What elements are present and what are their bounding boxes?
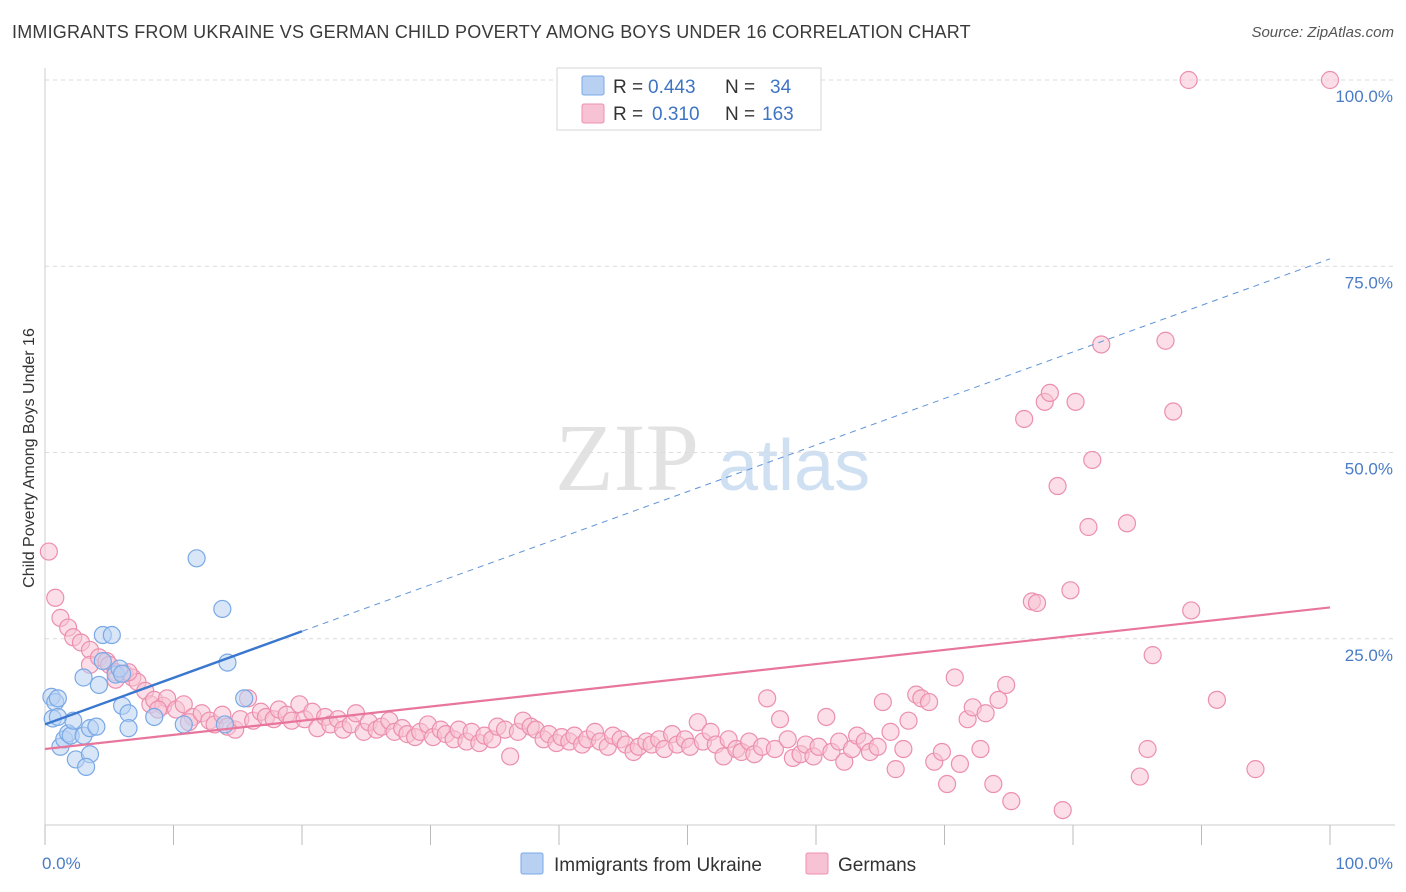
germans-point [937,774,957,794]
germans-point [778,730,797,749]
watermark-atlas: atlas [718,426,870,506]
germans-point [881,722,900,741]
germans-point [976,704,995,723]
germans-point [1002,792,1021,811]
germans-point [1027,593,1047,613]
ukraine-point [87,717,106,736]
y-tick-label: 25.0% [1345,646,1393,665]
legend-germans-swatch [805,852,829,875]
germans-n-value: 163 [762,104,794,125]
germans-point [932,742,952,762]
watermark-zip: ZIP [555,404,699,511]
germans-point [899,711,918,730]
germans-point [1164,402,1183,421]
y-tick-label: 50.0% [1345,460,1393,479]
germans-point [1320,70,1340,90]
ukraine-point [93,651,112,671]
ukraine-r-label: R = [613,77,643,98]
ukraine-r-value: 0.443 [648,77,696,98]
germans-point [770,710,790,729]
germans-point [46,588,65,607]
y-tick-label: 100.0% [1335,87,1393,106]
germans-trend-line [44,606,1331,751]
germans-point [817,707,836,727]
germans-point [868,737,887,756]
germans-point [174,695,193,714]
germans-point [1179,70,1198,90]
germans-point [984,774,1003,794]
x-tick-label: 0.0% [42,854,81,873]
ukraine-n-value: 34 [770,77,792,98]
germans-r-value: 0.310 [652,104,700,125]
legend-germans-label: Germans [838,855,916,876]
ukraine-swatch [581,75,605,96]
germans-point [1079,517,1098,537]
germans-n-label: N = [725,104,755,125]
data-points [39,70,1340,820]
ukraine-n-label: N = [725,77,755,98]
ukraine-point [235,689,254,708]
germans-point [1246,760,1265,779]
source-label: Source: ZipAtlas.com [1251,24,1394,41]
germans-point [765,739,784,759]
germans-point [1117,514,1137,533]
y-axis-label: Child Poverty Among Boys Under 16 [21,328,38,588]
germans-point [1138,739,1157,759]
series-legend: Immigrants from Ukraine Germans [520,852,916,876]
ukraine-point [145,707,164,727]
ukraine-point [102,625,121,645]
stats-legend: R = 0.443 N = 34 R = 0.310 N = 163 [556,67,822,131]
ukraine-point [213,599,232,619]
chart-title: IMMIGRANTS FROM UKRAINE VS GERMAN CHILD … [12,22,971,42]
tick-labels: 100.0% 75.0% 50.0% 25.0% 0.0% 100.0% [42,87,1393,873]
germans-point [1143,646,1162,665]
germans-point [945,668,964,687]
ukraine-point [74,668,93,687]
germans-point [1066,392,1085,411]
ukraine-point [77,757,96,776]
germans-point [1048,476,1067,496]
germans-point [1130,767,1149,786]
germans-point [501,747,520,766]
germans-point [1207,690,1227,709]
germans-point [1015,409,1034,429]
germans-point [997,675,1016,695]
ukraine-point [89,675,109,695]
germans-point [919,692,939,712]
germans-point [1156,331,1175,350]
ukraine-point [174,715,193,734]
germans-point [886,760,905,779]
ukraine-point [48,689,67,708]
germans-r-label: R = [613,104,643,125]
germans-point [1092,335,1111,354]
germans-point [1182,601,1201,620]
germans-point [894,739,913,759]
legend-ukraine-swatch [520,852,544,875]
germans-point [39,542,58,561]
y-tick-label: 75.0% [1345,273,1393,292]
x-tick-label: 100.0% [1335,854,1393,873]
legend-ukraine-label: Immigrants from Ukraine [554,855,762,876]
trend-lines [44,258,1331,751]
germans-point [950,754,970,774]
gridlines [45,79,1395,640]
ukraine-point [112,664,132,683]
germans-point [873,692,892,712]
germans-point [1040,383,1059,402]
ukraine-trend-line [44,630,303,726]
germans-point [1053,800,1072,820]
germans-point [1061,581,1080,600]
ukraine-point [119,719,138,738]
ukraine-point [187,549,206,568]
germans-swatch [581,103,605,124]
germans-point [1083,450,1102,470]
germans-point [971,739,990,759]
germans-point [989,690,1008,709]
germans-point [758,689,777,708]
germans-point [688,713,707,732]
